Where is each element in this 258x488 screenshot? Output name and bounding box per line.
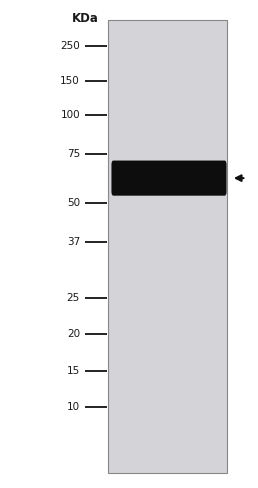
- Text: 25: 25: [67, 293, 80, 303]
- Text: 20: 20: [67, 329, 80, 339]
- Text: 37: 37: [67, 237, 80, 246]
- Text: 75: 75: [67, 149, 80, 159]
- Bar: [108, 20, 227, 473]
- FancyBboxPatch shape: [111, 161, 227, 196]
- Text: 250: 250: [60, 41, 80, 51]
- Text: 10: 10: [67, 403, 80, 412]
- Text: KDa: KDa: [72, 12, 99, 25]
- Text: 15: 15: [67, 366, 80, 376]
- Text: 100: 100: [60, 110, 80, 120]
- Text: 50: 50: [67, 198, 80, 207]
- Text: 150: 150: [60, 76, 80, 85]
